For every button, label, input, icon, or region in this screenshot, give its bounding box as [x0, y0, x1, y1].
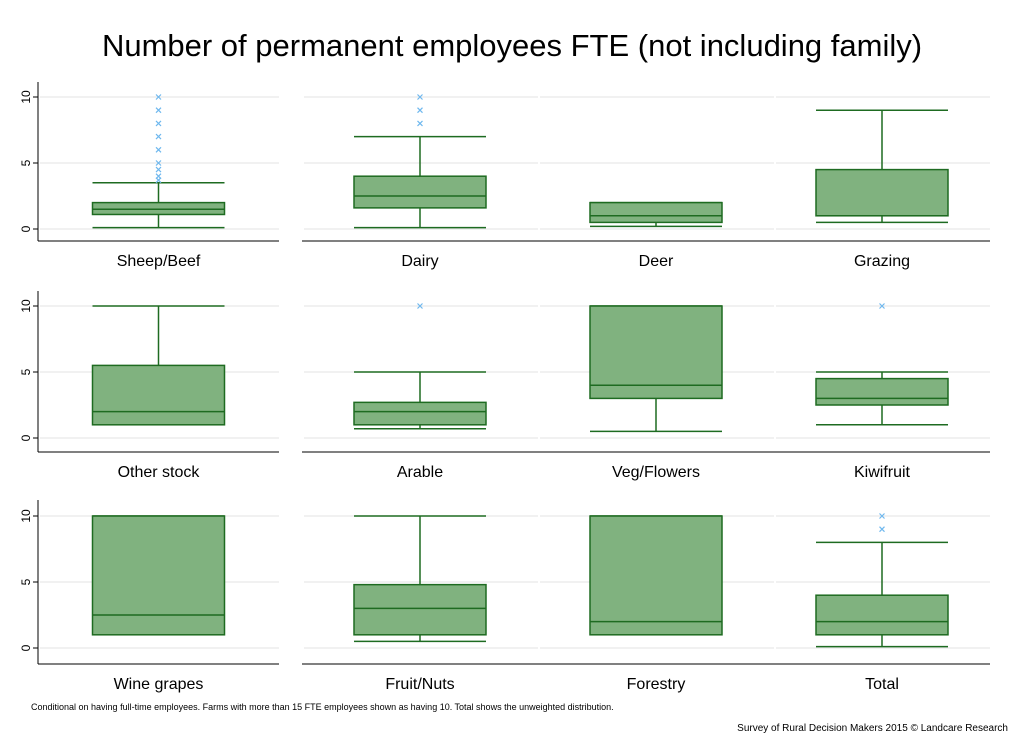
- panel-label: Arable: [397, 464, 443, 481]
- box-iqr: [353, 583, 487, 636]
- panel-label: Fruit/Nuts: [385, 676, 454, 693]
- outlier-marker: [417, 303, 423, 309]
- outlier-marker: [155, 120, 162, 127]
- box-iqr: [815, 168, 949, 217]
- outlier-marker: [417, 94, 423, 100]
- outlier-marker: [155, 160, 162, 166]
- box-iqr: [589, 305, 723, 400]
- outlier-marker: [879, 303, 885, 309]
- chart-title: Number of permanent employees FTE (not i…: [101, 28, 923, 63]
- y-tick-label: 0: [19, 644, 33, 651]
- footnote: Conditional on having full-time employee…: [31, 702, 614, 712]
- panel-label: Dairy: [401, 253, 438, 270]
- panel-label: Forestry: [627, 676, 686, 693]
- box-iqr: [353, 401, 487, 426]
- y-tick-label: 10: [19, 509, 33, 523]
- outlier-marker: [879, 526, 885, 533]
- panel-label: Veg/Flowers: [612, 464, 700, 481]
- outlier-marker: [155, 166, 162, 173]
- outlier-marker: [155, 146, 162, 153]
- box-iqr: [815, 377, 949, 406]
- outlier-marker: [417, 120, 423, 127]
- box-iqr: [91, 515, 226, 636]
- box-iqr: [589, 515, 723, 636]
- panel-label: Other stock: [118, 464, 201, 481]
- panel-label: Wine grapes: [114, 676, 204, 693]
- y-tick-label: 10: [19, 90, 33, 104]
- y-tick-label: 0: [19, 434, 33, 441]
- panel-label: Kiwifruit: [854, 464, 911, 481]
- box-iqr: [589, 201, 723, 224]
- box-iqr: [353, 175, 487, 209]
- panel-label: Sheep/Beef: [117, 253, 201, 270]
- panel-label: Total: [865, 676, 899, 693]
- panel-label: Deer: [639, 253, 674, 270]
- y-tick-label: 5: [19, 578, 33, 585]
- box-iqr: [815, 594, 949, 636]
- y-tick-label: 5: [19, 368, 33, 375]
- outlier-marker: [155, 107, 162, 114]
- outlier-marker: [417, 107, 423, 114]
- outlier-marker: [879, 513, 885, 519]
- y-tick-label: 10: [19, 299, 33, 313]
- outlier-marker: [155, 133, 162, 140]
- outlier-marker: [155, 94, 162, 100]
- box-iqr: [91, 364, 226, 426]
- y-tick-label: 5: [19, 159, 33, 166]
- credit-line: Survey of Rural Decision Makers 2015 © L…: [737, 723, 1008, 734]
- y-tick-label: 0: [19, 225, 33, 232]
- panel-label: Grazing: [854, 253, 910, 270]
- outlier-marker: [155, 173, 162, 180]
